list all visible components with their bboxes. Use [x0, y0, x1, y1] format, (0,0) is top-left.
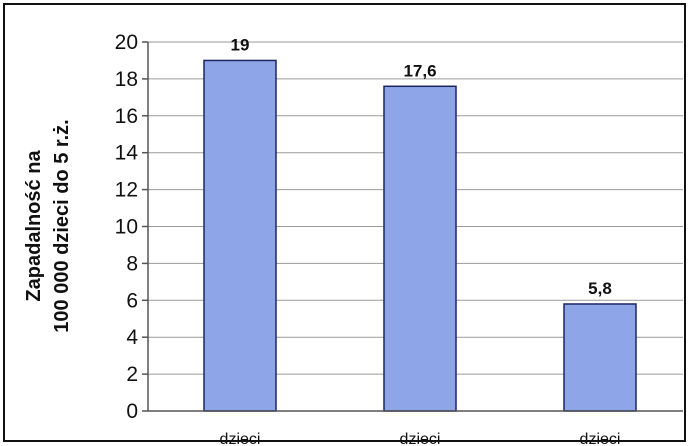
data-label: 19	[231, 35, 250, 54]
y-tick-label: 2	[126, 363, 138, 386]
x-category-label: dzieci	[220, 431, 261, 446]
bar	[563, 303, 637, 412]
data-labels: 19 17,6 5,8	[231, 35, 612, 298]
y-tick-label: 14	[115, 142, 139, 165]
x-category-label: dzieci	[400, 431, 441, 446]
data-label: 5,8	[588, 279, 612, 298]
y-tick-label: 8	[126, 252, 138, 275]
x-axis-labels: dzieci dzieci dzieci	[220, 431, 621, 446]
y-tick-label: 12	[115, 179, 138, 202]
bar	[203, 59, 277, 412]
y-axis-title-line-1: Zapadalność na	[23, 150, 45, 302]
y-tick-label: 16	[115, 105, 138, 128]
bars	[203, 59, 637, 412]
y-tick-label: 20	[115, 31, 138, 54]
bar	[383, 85, 457, 412]
y-axis-ticks: 0 2 4 6 8 10 12 14 16 18 20	[115, 31, 148, 423]
y-tick-label: 18	[115, 68, 138, 91]
y-tick-label: 0	[126, 400, 138, 423]
y-tick-label: 4	[126, 326, 138, 349]
y-axis-title-line-2: 100 000 dzieci do 5 r.ż.	[51, 119, 73, 332]
x-category-label: dzieci	[580, 431, 621, 446]
y-tick-label: 6	[126, 289, 138, 312]
data-label: 17,6	[403, 61, 436, 80]
y-tick-label: 10	[115, 216, 138, 239]
